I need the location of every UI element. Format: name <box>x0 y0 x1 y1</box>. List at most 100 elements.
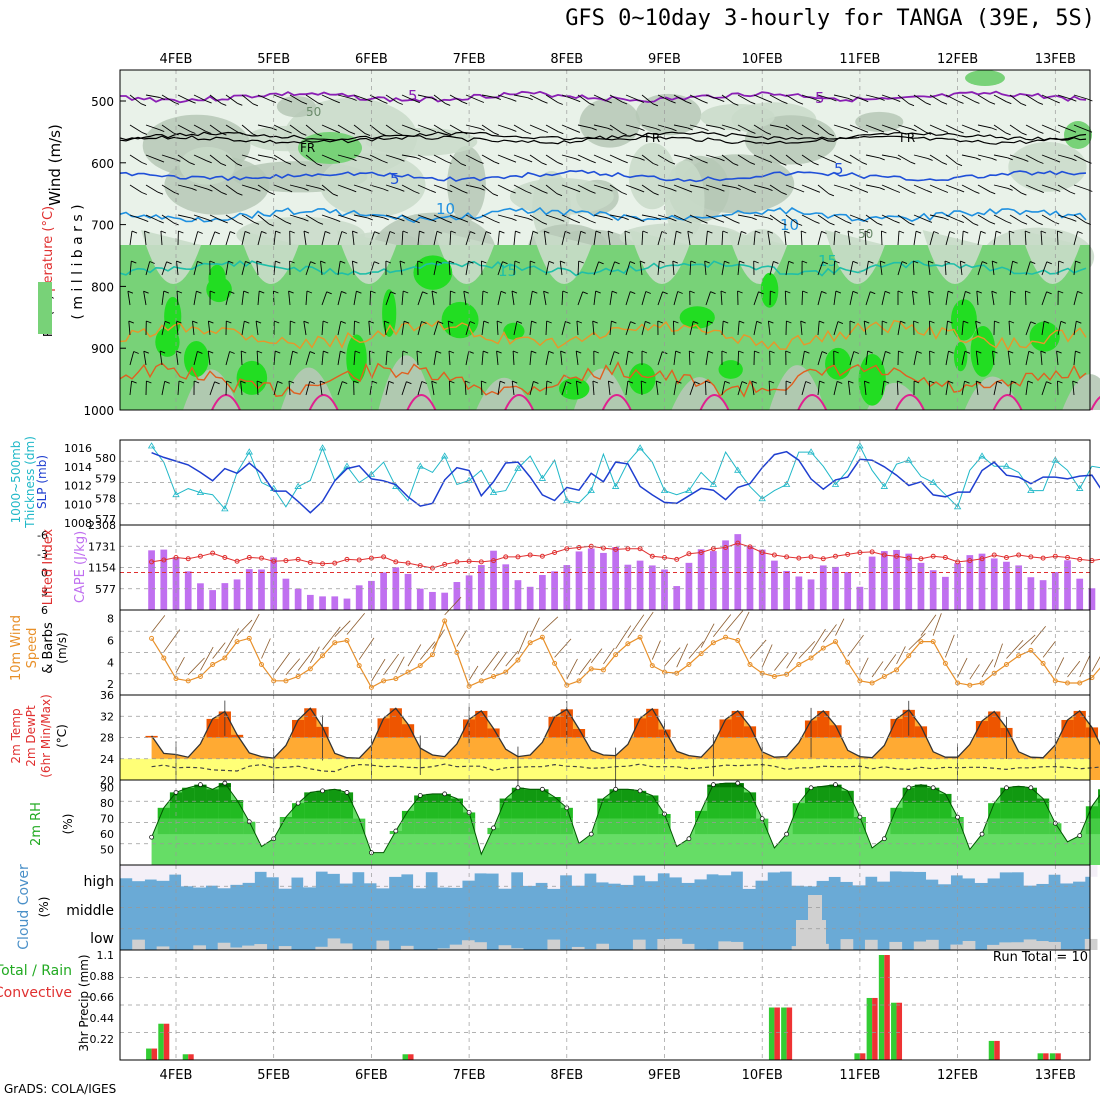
lifted-marker <box>771 552 777 558</box>
cape-bar <box>978 553 986 610</box>
cloud-low-bar <box>864 939 878 950</box>
wind-barb <box>625 94 645 103</box>
rh-dry-intrusion <box>922 230 983 285</box>
wind-barb <box>593 261 604 276</box>
wind-barb <box>913 94 931 106</box>
wind-barb <box>401 230 409 246</box>
wind-barb <box>353 124 371 137</box>
wind-barb <box>145 124 165 133</box>
wind-barb <box>529 320 537 336</box>
wind-barb <box>337 350 346 366</box>
y-tick-label: 2 <box>107 678 114 691</box>
wind-barb <box>1057 94 1077 102</box>
rh2m-band <box>206 818 219 835</box>
precip-convective-bar <box>896 1002 903 1060</box>
wind-barb <box>913 184 932 194</box>
wind-barb <box>737 230 747 246</box>
wind-barb <box>337 320 346 336</box>
rh2m-band <box>1024 803 1037 819</box>
wind-barb <box>241 260 251 276</box>
wind-barb <box>129 124 148 135</box>
wind-speed-marker <box>600 667 606 673</box>
precip-convective-bar <box>163 1023 170 1060</box>
temp-max-fill <box>230 734 244 738</box>
wind-barb <box>529 184 548 194</box>
wind-barb <box>959 260 966 276</box>
rh2m-band <box>1000 803 1013 819</box>
x-tick-label-top: 12FEB <box>937 52 978 67</box>
wind-barb <box>257 214 274 227</box>
wind-barb <box>1041 320 1050 336</box>
rh-saturated-cell <box>965 70 1005 86</box>
cloud-high-gap <box>1023 865 1037 886</box>
rh2m-band <box>743 818 757 835</box>
wind-barb <box>1057 380 1063 396</box>
wind-barb <box>721 350 728 366</box>
rh-saturated-cell <box>953 341 968 372</box>
thickness-marker <box>880 482 889 489</box>
wind-barb <box>337 381 348 396</box>
cloud-high-gap <box>400 865 414 875</box>
lifted-marker <box>332 560 338 566</box>
rh2m-band <box>511 818 525 835</box>
lifted-marker <box>1016 552 1022 558</box>
lifted-marker <box>991 552 997 558</box>
wind-barb <box>833 260 840 276</box>
precip-convective-bar <box>872 997 878 1060</box>
wind-barb <box>305 94 323 106</box>
wind-barb <box>257 154 277 161</box>
lifted-marker <box>161 557 167 563</box>
wind-barb <box>1073 154 1092 164</box>
wind-barb <box>369 231 380 246</box>
thickness-marker <box>636 444 644 451</box>
cloud-high-gap <box>205 865 219 886</box>
wind-barb <box>241 184 261 192</box>
wind-barb <box>865 291 876 306</box>
cape-bar <box>758 549 766 610</box>
wind-barb <box>305 184 325 191</box>
x-tick-label-bottom: 10FEB <box>742 1068 783 1083</box>
wind-barb <box>641 230 648 246</box>
wind-barb <box>575 350 582 366</box>
wind-barb <box>256 350 263 366</box>
wind-barb <box>145 154 165 163</box>
rh-saturated-cell <box>382 289 397 337</box>
wind-barb <box>577 214 596 224</box>
cape-bar <box>673 586 681 610</box>
lifted-marker <box>320 561 326 567</box>
rh2m-marker <box>906 785 912 791</box>
rh2m-marker <box>930 785 936 791</box>
wind-barb <box>897 94 915 107</box>
surface-wind-barb <box>737 611 750 635</box>
thickness-marker <box>147 442 156 449</box>
surface-wind-barb <box>371 658 386 682</box>
wind-barb <box>929 320 935 336</box>
rh2m-band <box>902 787 915 804</box>
rh-dry-intrusion <box>238 230 299 285</box>
wind-barb <box>337 154 357 162</box>
wind-barb <box>511 380 518 396</box>
y-tick-label: 4 <box>107 656 114 669</box>
wind-barb <box>129 260 137 276</box>
wind-barb <box>897 214 915 226</box>
wind-barb <box>1025 214 1043 226</box>
wind-barb <box>657 260 665 276</box>
wind-barb <box>593 124 613 131</box>
y-tick-label: 700 <box>91 219 114 233</box>
lifted-marker <box>637 546 643 552</box>
rh2m-marker <box>808 785 814 791</box>
rh2m-band <box>304 818 317 835</box>
cape-bar <box>184 571 192 610</box>
wind-barb <box>865 260 874 276</box>
wind-barb <box>609 214 629 221</box>
rh2m-band <box>792 818 805 835</box>
surface-wind-barb <box>920 614 937 636</box>
rh2m-band <box>597 818 610 835</box>
wind-barb <box>639 260 646 276</box>
rh-saturated-cell <box>970 325 996 377</box>
wind-barb <box>513 124 532 135</box>
isotherm-30 <box>308 394 339 411</box>
rh2m-band <box>633 818 647 835</box>
wind-barb <box>929 214 949 221</box>
wind-barb <box>529 154 547 166</box>
